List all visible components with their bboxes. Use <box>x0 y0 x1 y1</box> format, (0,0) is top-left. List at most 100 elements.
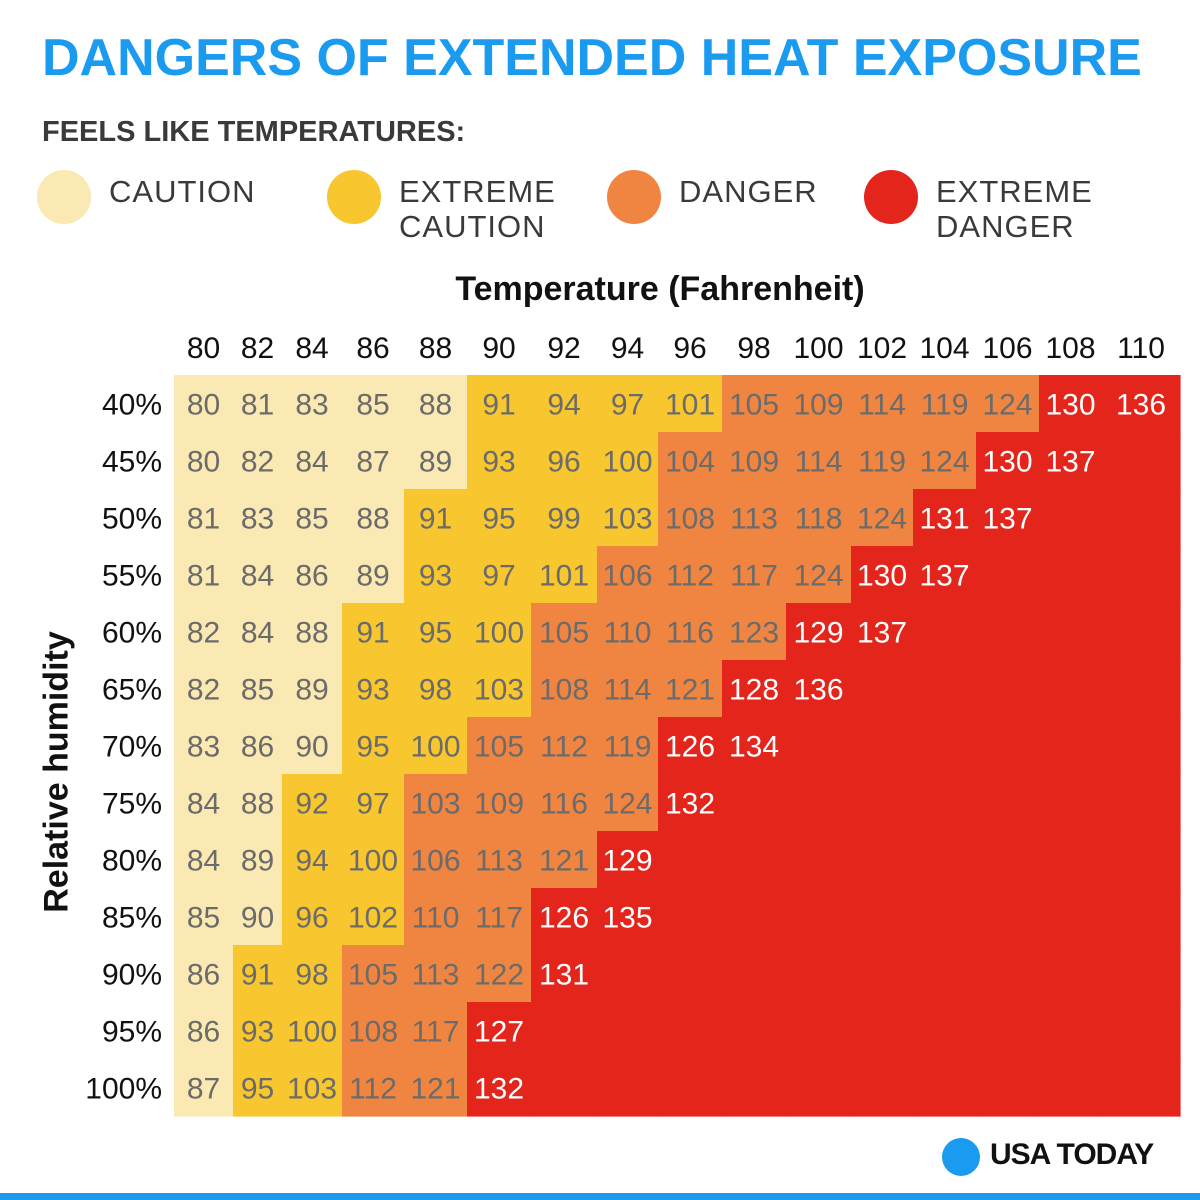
heat-cell <box>342 603 405 661</box>
heat-cell <box>404 603 468 661</box>
heat-cell <box>976 546 1040 604</box>
x-tick-label: 88 <box>419 332 452 365</box>
cell-value-label: 124 <box>857 503 907 536</box>
x-tick-label: 98 <box>737 332 770 365</box>
heat-cell <box>342 660 405 718</box>
heat-cell <box>404 888 468 946</box>
y-tick-label: 100% <box>85 1073 162 1106</box>
cell-value-label: 82 <box>241 446 274 479</box>
x-tick-label: 84 <box>295 332 328 365</box>
page-title: DANGERS OF EXTENDED HEAT EXPOSURE <box>42 29 1142 87</box>
heat-cell <box>976 1002 1040 1060</box>
heat-cell <box>233 831 283 889</box>
heat-cell <box>976 1059 1040 1117</box>
heat-cell <box>174 375 234 433</box>
heat-cell <box>467 831 532 889</box>
heat-cell <box>233 888 283 946</box>
cell-value-label: 82 <box>187 674 220 707</box>
heat-cell <box>851 489 914 547</box>
heat-cell <box>851 945 914 1003</box>
cell-value-label: 112 <box>666 560 714 593</box>
cell-value-label: 113 <box>475 845 523 878</box>
cell-value-label: 137 <box>1045 446 1095 479</box>
cell-value-label: 124 <box>602 788 652 821</box>
cell-value-label: 89 <box>241 845 274 878</box>
heat-cell <box>658 717 723 775</box>
y-tick-label: 60% <box>102 617 162 650</box>
heat-cell <box>786 660 852 718</box>
cell-value-label: 135 <box>602 902 652 935</box>
heat-cell <box>913 603 977 661</box>
cell-value-label: 89 <box>295 674 328 707</box>
cell-value-label: 112 <box>349 1073 397 1106</box>
heat-cell <box>233 546 283 604</box>
heat-cell <box>976 774 1040 832</box>
heat-cell <box>233 945 283 1003</box>
cell-value-label: 97 <box>356 788 389 821</box>
cell-value-label: 98 <box>295 959 328 992</box>
x-tick-label: 94 <box>611 332 644 365</box>
cell-value-label: 84 <box>241 560 274 593</box>
x-tick-label: 108 <box>1045 332 1095 365</box>
heat-cell <box>1039 1059 1103 1117</box>
heat-cell <box>1039 375 1103 433</box>
cell-value-label: 136 <box>1116 389 1166 422</box>
heat-cell <box>467 603 532 661</box>
heat-cell <box>786 432 852 490</box>
heat-cell <box>342 1002 405 1060</box>
cell-value-label: 101 <box>665 389 715 422</box>
heat-cell <box>913 888 977 946</box>
heat-cell <box>786 546 852 604</box>
y-tick-label: 95% <box>102 1016 162 1049</box>
heat-cell <box>531 660 598 718</box>
heat-cell <box>1039 603 1103 661</box>
heat-cell <box>786 603 852 661</box>
cell-value-label: 131 <box>539 959 589 992</box>
heat-cell <box>342 375 405 433</box>
cell-value-label: 88 <box>356 503 389 536</box>
cell-value-label: 86 <box>241 731 274 764</box>
heat-cell <box>1039 546 1103 604</box>
cell-value-label: 81 <box>187 560 220 593</box>
heat-cell <box>342 1059 405 1117</box>
cell-value-label: 124 <box>919 446 969 479</box>
x-tick-label: 102 <box>857 332 907 365</box>
cell-value-label: 84 <box>241 617 274 650</box>
heat-cell <box>1102 603 1181 661</box>
cell-value-label: 92 <box>295 788 328 821</box>
x-tick-label: 96 <box>673 332 706 365</box>
heat-cell <box>658 489 723 547</box>
heat-cell <box>1102 1002 1181 1060</box>
heat-cell <box>597 831 659 889</box>
cell-value-label: 84 <box>295 446 328 479</box>
cell-value-label: 105 <box>348 959 398 992</box>
heat-cell <box>913 831 977 889</box>
heat-cell <box>786 1002 852 1060</box>
cell-value-label: 117 <box>475 902 523 935</box>
heat-cell <box>342 945 405 1003</box>
heat-cell <box>233 489 283 547</box>
cell-value-label: 95 <box>356 731 389 764</box>
heat-cell <box>1102 432 1181 490</box>
heat-cell <box>233 660 283 718</box>
heat-cell <box>913 945 977 1003</box>
heat-cell <box>174 546 234 604</box>
heat-cell <box>342 546 405 604</box>
cell-value-label: 121 <box>665 674 715 707</box>
heat-cell <box>531 489 598 547</box>
heat-cell <box>976 831 1040 889</box>
cell-value-label: 96 <box>547 446 580 479</box>
cell-value-label: 85 <box>187 902 220 935</box>
x-tick-label: 82 <box>241 332 274 365</box>
cell-value-label: 109 <box>474 788 524 821</box>
heat-cell <box>1102 375 1181 433</box>
heat-cell <box>658 603 723 661</box>
heat-cell <box>467 432 532 490</box>
x-tick-label: 80 <box>187 332 220 365</box>
heat-cell <box>531 831 598 889</box>
heat-cell <box>174 432 234 490</box>
cell-value-label: 100 <box>287 1016 337 1049</box>
heat-cell <box>404 717 468 775</box>
cell-value-label: 121 <box>539 845 589 878</box>
heat-cell <box>233 774 283 832</box>
